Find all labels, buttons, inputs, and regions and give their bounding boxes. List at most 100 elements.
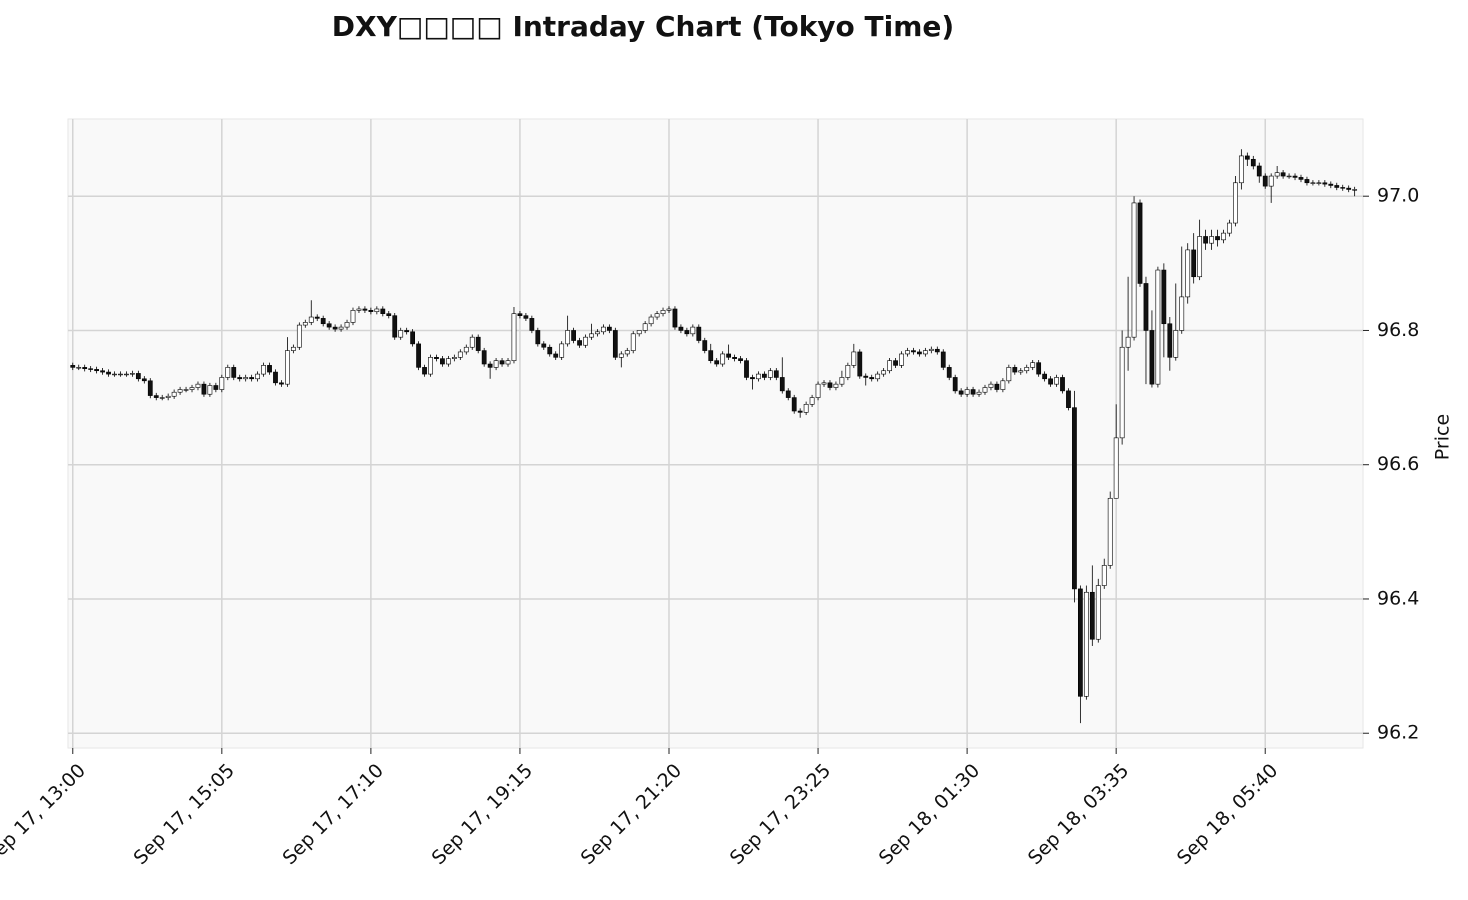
candle-body: [952, 377, 958, 392]
candle-body: [1078, 588, 1083, 697]
candle-body: [350, 310, 356, 323]
candle-body: [398, 330, 404, 338]
candle-body: [1185, 249, 1191, 298]
candle-body: [1256, 165, 1262, 177]
candle-body: [636, 330, 642, 335]
candle-body: [1346, 187, 1352, 190]
candle-body: [791, 397, 797, 412]
candle-body: [1036, 362, 1042, 375]
candle-body: [1107, 497, 1113, 566]
y-tick-label: 96.6: [1377, 453, 1419, 475]
candle-body: [255, 373, 260, 380]
candle-body: [750, 377, 755, 380]
candle-body: [535, 330, 541, 345]
candle-body: [583, 336, 588, 346]
candle-body: [654, 313, 660, 318]
candle-body: [1298, 177, 1304, 180]
candle-body: [422, 367, 427, 375]
candle-body: [463, 346, 469, 353]
candle-body: [720, 353, 726, 365]
candle-body: [296, 324, 302, 348]
candle-body: [857, 351, 863, 377]
candle-body: [624, 350, 630, 355]
candle-body: [577, 340, 582, 346]
candle-body: [1072, 407, 1077, 590]
candle-body: [922, 350, 928, 355]
candle-body: [344, 322, 350, 328]
candle-body: [946, 367, 952, 378]
candle-body: [547, 346, 553, 355]
candle-body: [273, 371, 278, 384]
candle-body: [1334, 185, 1340, 188]
candle-body: [1280, 172, 1286, 177]
candle-body: [553, 353, 559, 358]
x-tick-label: Sep 17, 17:10: [279, 760, 389, 870]
candle-body: [702, 340, 708, 351]
candle-body: [601, 326, 606, 333]
candle-body: [457, 351, 463, 358]
candle-body: [839, 377, 845, 385]
candle-body: [964, 389, 970, 395]
candle-body: [648, 316, 654, 325]
candle-body: [976, 391, 982, 395]
candle-body: [1310, 182, 1316, 184]
candle-body: [1143, 283, 1149, 331]
candle-body: [1089, 591, 1095, 640]
candle-body: [118, 373, 123, 376]
candle-body: [1161, 269, 1167, 325]
candle-body: [177, 389, 183, 393]
candle-body: [1250, 158, 1256, 167]
candle-body: [1274, 172, 1280, 177]
candle-body: [487, 363, 493, 368]
candle-body: [666, 308, 672, 311]
candle-body: [630, 333, 636, 351]
candle-body: [481, 350, 487, 365]
candle-body: [714, 360, 720, 365]
candle-body: [785, 390, 791, 398]
candle-body: [219, 377, 225, 390]
candle-body: [135, 373, 141, 380]
candle-body: [738, 358, 743, 361]
candle-body: [434, 357, 439, 359]
candle-body: [1268, 175, 1274, 187]
candle-body: [1095, 585, 1101, 640]
candle-body: [672, 308, 678, 328]
candle-body: [446, 358, 451, 365]
candle-body: [815, 383, 821, 398]
candle-body: [171, 391, 177, 397]
candle-body: [165, 395, 171, 398]
x-tick-label: Sep 18, 05:40: [1173, 760, 1283, 870]
candle-body: [201, 383, 207, 395]
candle-body: [279, 382, 284, 385]
candle-body: [1173, 330, 1179, 358]
candle-body: [928, 348, 934, 351]
candle-body: [1066, 390, 1071, 408]
candle-body: [1119, 346, 1125, 439]
candle-body: [1262, 175, 1268, 187]
candle-body: [195, 383, 201, 388]
y-tick-label: 96.8: [1377, 319, 1419, 341]
candle-body: [589, 333, 594, 338]
candle-body: [451, 357, 457, 359]
candle-body: [988, 383, 994, 388]
candle-body: [773, 370, 779, 378]
candle-body: [1060, 377, 1065, 392]
candle-body: [726, 353, 732, 358]
candle-body: [511, 313, 517, 361]
candle-body: [690, 326, 696, 335]
candle-body: [1304, 179, 1310, 184]
candle-body: [559, 343, 565, 358]
candle-body: [231, 367, 237, 378]
candle-body: [1179, 296, 1185, 331]
candle-body: [380, 308, 386, 314]
candle-body: [475, 336, 481, 351]
candle-body: [243, 377, 249, 380]
candle-body: [1155, 269, 1161, 385]
candle-body: [505, 360, 511, 365]
candle-body: [744, 360, 749, 378]
candle-body: [1101, 565, 1107, 586]
candle-body: [314, 316, 320, 319]
x-tick-label: Sep 17, 15:05: [129, 760, 239, 870]
y-axis-label: Price: [1432, 414, 1454, 460]
candle-body: [618, 353, 624, 358]
